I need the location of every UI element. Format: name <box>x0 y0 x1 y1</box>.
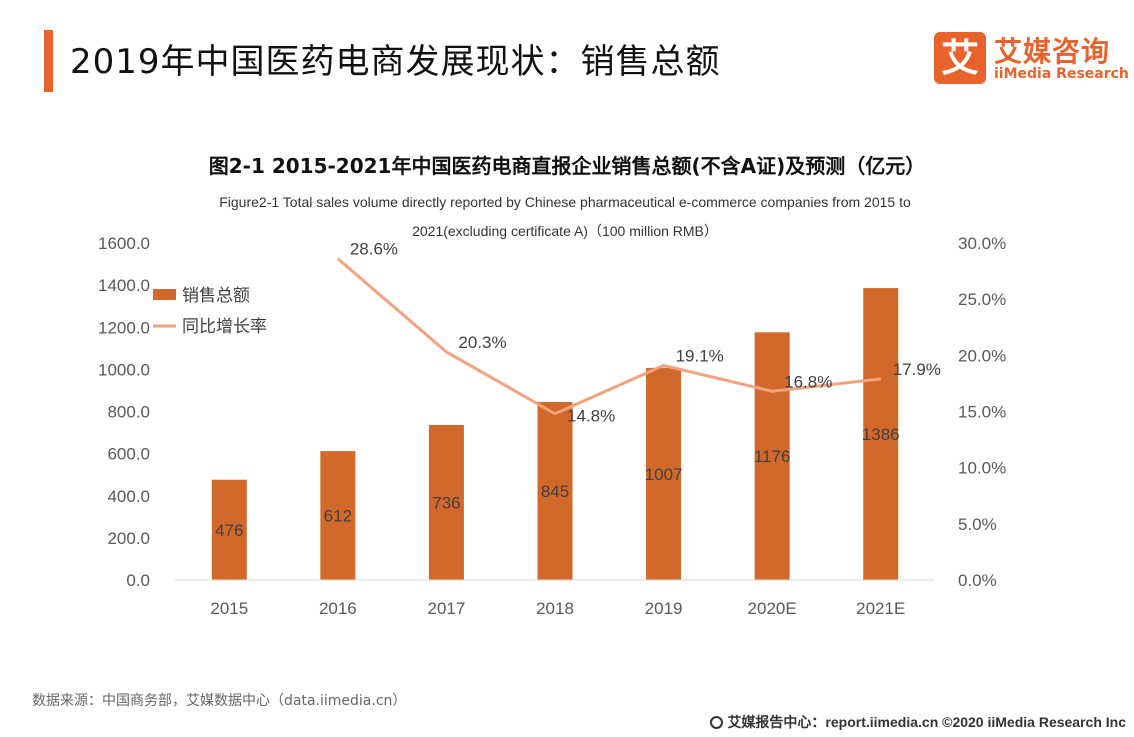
bar-data-label: 476 <box>215 521 243 540</box>
left-axis-tick-label: 200.0 <box>107 529 150 548</box>
left-axis-tick-label: 1600.0 <box>98 234 150 253</box>
line-data-label: 20.3% <box>458 333 506 352</box>
right-axis-tick-label: 0.0% <box>958 571 997 590</box>
left-axis-tick-label: 600.0 <box>107 445 150 464</box>
bar-data-label: 845 <box>541 482 569 501</box>
left-axis-tick-label: 0.0 <box>126 571 150 590</box>
title-accent-bar <box>44 30 53 92</box>
line-data-label: 16.8% <box>784 372 832 391</box>
line-data-label: 14.8% <box>567 407 615 426</box>
x-axis-tick-label: 2018 <box>536 599 574 618</box>
right-axis-tick-label: 25.0% <box>958 290 1006 309</box>
left-axis-tick-label: 1400.0 <box>98 276 150 295</box>
bar-2020E <box>754 332 790 580</box>
bar-2018 <box>537 402 573 580</box>
left-axis-tick-label: 800.0 <box>107 403 150 422</box>
x-axis-tick-label: 2017 <box>428 599 466 618</box>
bar-2015 <box>211 479 247 580</box>
x-axis-tick-label: 2020E <box>748 599 797 618</box>
line-data-label: 19.1% <box>676 346 724 365</box>
x-axis-tick-label: 2019 <box>645 599 683 618</box>
bar-2019 <box>646 367 682 580</box>
bar-2017 <box>428 424 464 580</box>
bar-2016 <box>320 451 356 580</box>
source-note: 数据来源：中国商务部，艾媒数据中心（data.iimedia.cn） <box>32 693 407 709</box>
legend-bar-label: 销售总额 <box>182 286 250 305</box>
growth-rate-line <box>336 257 881 416</box>
left-axis-tick-label: 1000.0 <box>98 360 150 379</box>
left-axis-tick-label: 1200.0 <box>98 318 150 337</box>
chart-subtitle-line-1: Figure2-1 Total sales volume directly re… <box>219 194 911 210</box>
bar-data-label: 1386 <box>862 425 900 444</box>
logo-en-text: iiMedia Research <box>994 66 1129 82</box>
footer-credit-text: 艾媒报告中心：report.iimedia.cn ©2020 iiMedia R… <box>727 714 1126 730</box>
logo-mark: 艾 <box>934 32 986 84</box>
line-data-label: 17.9% <box>893 360 941 379</box>
x-axis-tick-label: 2015 <box>210 599 248 618</box>
x-axis-tick-label: 2021E <box>856 599 905 618</box>
bar-2021E <box>863 288 899 580</box>
right-axis-tick-label: 20.0% <box>958 346 1006 365</box>
left-axis-tick-label: 400.0 <box>107 487 150 506</box>
page-title: 2019年中国医药电商发展现状：销售总额 <box>70 42 721 82</box>
logo-cn-text: 艾媒咨询 <box>994 35 1111 68</box>
bar-data-label: 1007 <box>645 465 683 484</box>
right-axis-tick-label: 30.0% <box>958 234 1006 253</box>
globe-icon <box>710 716 724 729</box>
line-data-label: 28.6% <box>350 240 398 259</box>
legend-line-label: 同比增长率 <box>182 317 267 336</box>
x-axis-tick-label: 2016 <box>319 599 357 618</box>
right-axis-tick-label: 10.0% <box>958 459 1006 478</box>
chart-title: 图2-1 2015-2021年中国医药电商直报企业销售总额(不含A证)及预测（亿… <box>208 154 926 178</box>
iimedia-logo: 艾 艾媒咨询 iiMedia Research <box>934 30 1134 86</box>
right-axis-tick-label: 15.0% <box>958 403 1006 422</box>
bar-data-label: 1176 <box>754 447 791 466</box>
bar-data-label: 612 <box>324 507 352 526</box>
chart-subtitle: Figure2-1 Total sales volume directly re… <box>140 188 990 246</box>
legend-bar-swatch <box>153 289 176 300</box>
chart-subtitle-line-2: 2021(excluding certificate A)（100 millio… <box>412 223 718 239</box>
right-axis-tick-label: 5.0% <box>958 515 997 534</box>
bar-data-label: 736 <box>432 493 460 512</box>
footer-credit: 艾媒报告中心：report.iimedia.cn ©2020 iiMedia R… <box>710 712 1126 732</box>
